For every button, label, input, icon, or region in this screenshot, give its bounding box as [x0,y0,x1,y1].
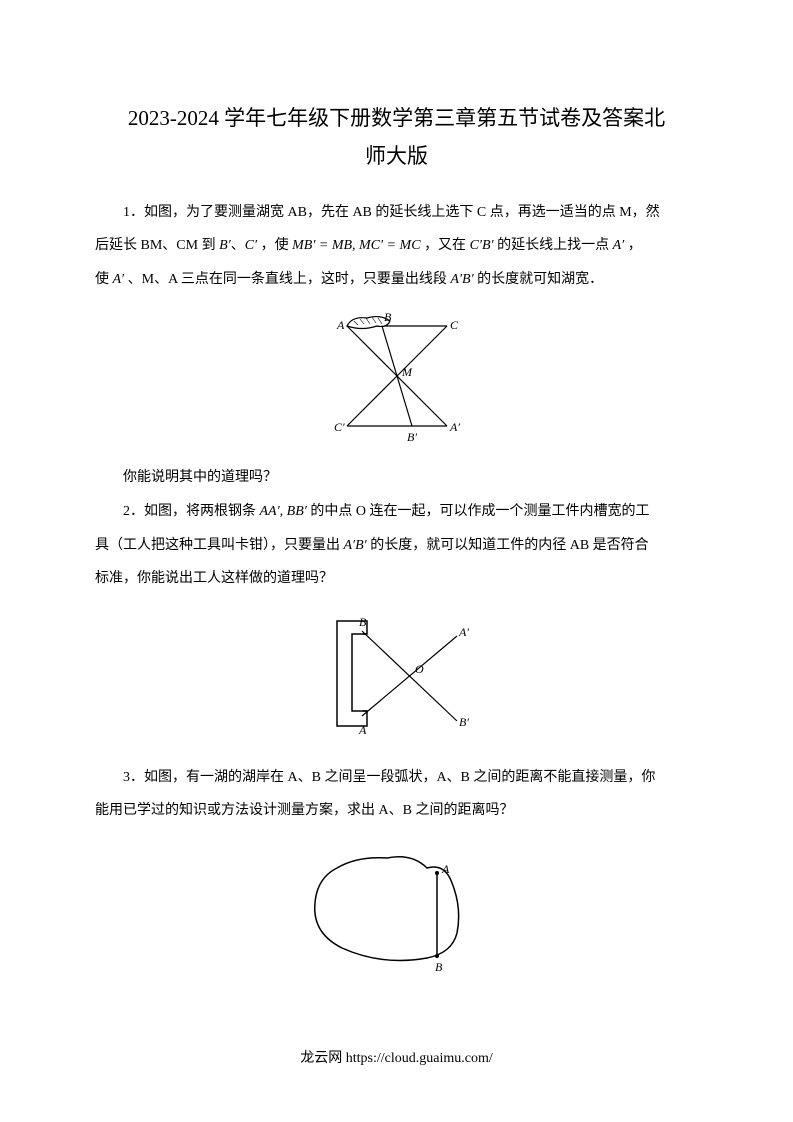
fig2-label-aprime: A′ [458,625,469,639]
fig1-label-aprime: A′ [449,420,460,434]
figure-2-svg: B A O A′ B′ [317,606,477,746]
fig1-label-m: M [401,365,413,379]
title-line-1: 2023-2024 学年七年级下册数学第三章第五节试卷及答案北 [128,106,665,130]
figure-1: A B C M C′ B′ A′ [95,306,698,451]
question-1-para-1: 1．如图，为了要测量湖宽 AB，先在 AB 的延长线上选下 C 点，再选一适当的… [95,196,698,230]
fig3-label-a: A [441,862,450,876]
fig2-label-a: A [358,723,367,737]
figure-3: A B [95,838,698,983]
fig2-label-o: O [415,662,424,676]
figure-1-svg: A B C M C′ B′ A′ [322,306,472,446]
question-2-para-2: 具（工人把这种工具叫卡钳），只要量出 A′B′ 的长度，就可以知道工件的内径 A… [95,529,698,563]
fig1-label-bprime: B′ [407,430,417,444]
footer-text: 龙云网 https://cloud.guaimu.com/ [300,1051,493,1066]
page-footer: 龙云网 https://cloud.guaimu.com/ [0,1047,793,1067]
question-1-para-2: 后延长 BM、CM 到 B′、C′ ，使 MB′ = MB, MC′ = MC … [95,229,698,263]
fig2-label-b: B [359,615,367,629]
fig1-label-a: A [336,318,345,332]
fig1-label-cprime: C′ [334,420,345,434]
question-3-para-2: 能用已学过的知识或方法设计测量方案，求出 A、B 之间的距离吗？ [95,794,698,828]
question-2-para-3: 标准，你能说出工人这样做的道理吗？ [95,562,698,596]
question-1-para-3: 使 A′ 、M、A 三点在同一条直线上，这时，只要量出线段 A′B′ 的长度就可… [95,263,698,297]
fig1-label-c: C [450,318,459,332]
figure-3-svg: A B [297,838,497,978]
figure-2: B A O A′ B′ [95,606,698,751]
title-line-2: 师大版 [365,144,428,168]
fig3-label-b: B [435,960,443,974]
question-2-para-1: 2．如图，将两根钢条 AA′, BB′ 的中点 O 连在一起，可以作成一个测量工… [95,495,698,529]
page-title: 2023-2024 学年七年级下册数学第三章第五节试卷及答案北 师大版 [95,100,698,176]
fig1-label-b: B [384,310,392,324]
fig2-label-bprime: B′ [459,715,469,729]
question-1-para-4: 你能说明其中的道理吗？ [95,461,698,495]
question-3-para-1: 3．如图，有一湖的湖岸在 A、B 之间呈一段弧状，A、B 之间的距离不能直接测量… [95,761,698,795]
